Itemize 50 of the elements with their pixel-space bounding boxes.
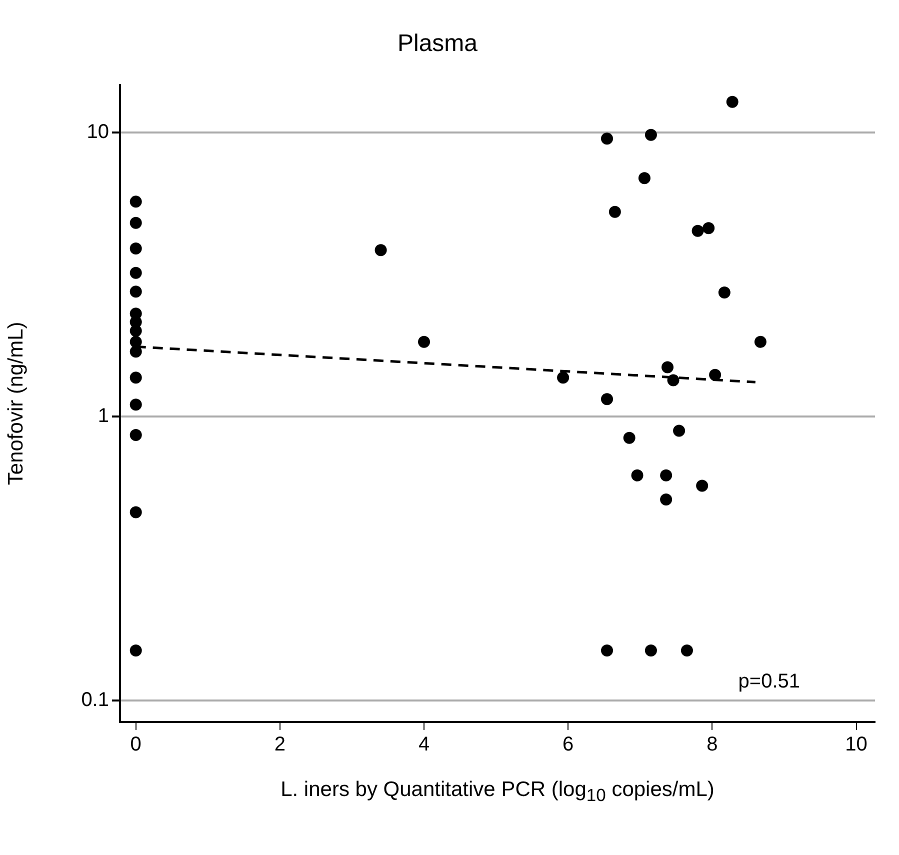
x-tick-label: 4 (418, 734, 430, 756)
point (680, 644, 693, 656)
point (726, 96, 738, 108)
point (709, 368, 722, 381)
point (660, 469, 672, 482)
point (130, 196, 142, 208)
point (557, 372, 570, 384)
point (130, 398, 142, 411)
x-axis-title: L. iners by Quantitative PCR (log$_{10}$ copies/mL) (280, 778, 716, 806)
x-tick-label: 2 (274, 734, 286, 756)
y-tick-label: 1 (98, 404, 109, 427)
point (660, 493, 672, 506)
point (662, 361, 674, 374)
point (130, 346, 142, 358)
point (638, 172, 650, 184)
point (130, 372, 142, 384)
point (601, 644, 614, 656)
point (130, 506, 142, 518)
y-tick-label: 10 (86, 120, 109, 143)
point (130, 644, 142, 656)
annotation: p=0.51 (738, 670, 800, 693)
point (623, 432, 636, 444)
point (130, 286, 142, 298)
y-axis-title: Tenofovir (ng/mL) (4, 322, 28, 486)
point (644, 128, 657, 141)
point (130, 429, 142, 442)
point (673, 424, 686, 437)
x-tick-label: 0 (130, 734, 142, 756)
point (702, 222, 715, 234)
point (644, 644, 657, 656)
point (418, 336, 430, 348)
point (718, 286, 730, 299)
point (601, 132, 614, 145)
point (374, 244, 387, 256)
point (601, 393, 614, 406)
point (696, 480, 708, 492)
point (692, 224, 704, 237)
point (754, 336, 766, 348)
point (130, 242, 142, 254)
x-tick-label: 8 (706, 734, 718, 756)
point (608, 206, 621, 218)
x-tick-label: 6 (562, 734, 574, 756)
point (130, 266, 142, 279)
point (667, 374, 680, 386)
point (130, 216, 142, 229)
point (631, 469, 644, 482)
chart-title: Plasma (397, 30, 478, 58)
y-tick-label: 0.1 (81, 689, 109, 712)
point (130, 324, 142, 337)
x-tick-label: 10 (845, 734, 868, 756)
